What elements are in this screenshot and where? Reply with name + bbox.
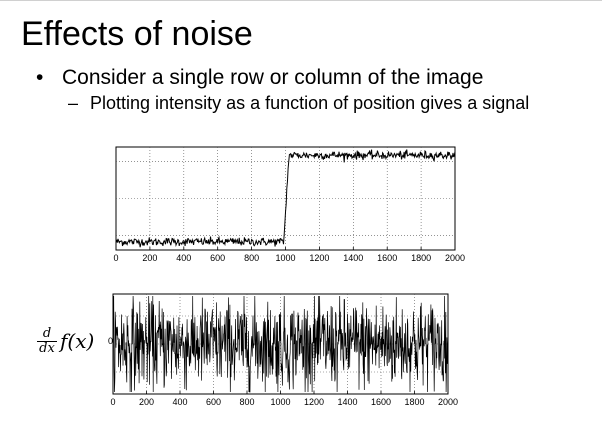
x-tick-label: 1600: [377, 253, 397, 263]
x-tick-label: 600: [210, 253, 225, 263]
x-tick-label: 2000: [438, 397, 458, 407]
x-tick-label: 200: [139, 397, 154, 407]
x-tick-label: 2000: [445, 253, 465, 263]
x-tick-label: 1400: [343, 253, 363, 263]
derivative-denominator: dx: [39, 341, 55, 356]
derivative-numerator: d: [42, 326, 52, 341]
x-tick-label: 200: [142, 253, 157, 263]
x-tick-label: 1800: [411, 253, 431, 263]
x-tick-label: 800: [239, 397, 254, 407]
x-tick-label: 400: [172, 397, 187, 407]
intensity-signal-chart: 0 200 400 600 800 1000 1200 1400 1600 1800 2000: [113, 146, 465, 263]
sub-bullet-marker: –: [68, 93, 79, 113]
bullet-text: Consider a single row or column of the i…: [62, 66, 484, 89]
x-tick-label: 600: [206, 397, 221, 407]
top-divider: [0, 0, 602, 1]
bullet-marker: •: [36, 66, 44, 89]
x-tick-label: 400: [176, 253, 191, 263]
sub-bullet-text: Plotting intensity as a function of posi…: [90, 93, 530, 113]
fraction-bar: [37, 341, 57, 342]
slide-title: Effects of noise: [21, 15, 253, 53]
x-tick-label: 1000: [270, 397, 290, 407]
x-tick-label: 1200: [309, 253, 329, 263]
x-tick-label: 1200: [304, 397, 324, 407]
derivative-function: f(x): [60, 329, 95, 353]
x-tick-label: 0: [113, 253, 118, 263]
x-tick-label: 0: [110, 397, 115, 407]
x-tick-label: 1000: [275, 253, 295, 263]
x-tick-label: 800: [244, 253, 259, 263]
x-tick-label: 1800: [404, 397, 424, 407]
x-tick-label: 1400: [337, 397, 357, 407]
x-tick-label: 1600: [371, 397, 391, 407]
derivative-signal-chart: 0 200 400 600 800 1000 1200 1400 1600 1800 2000: [110, 293, 458, 407]
y-tick-label-zero: 0: [108, 336, 114, 346]
derivative-series-line: [112, 295, 449, 393]
signal-series-line: [115, 149, 456, 248]
